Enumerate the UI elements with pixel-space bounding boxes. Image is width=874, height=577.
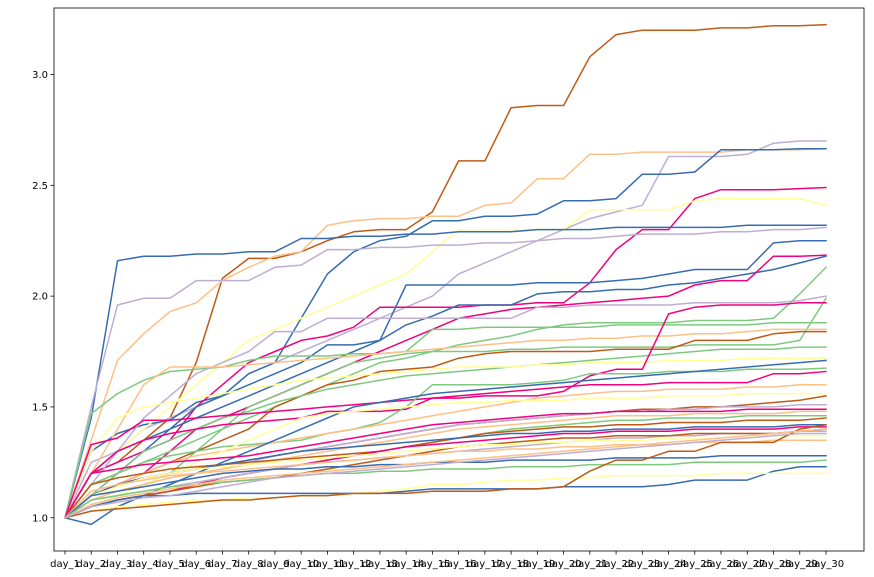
- series-line-21: [64, 370, 827, 519]
- series-line-41: [64, 472, 827, 519]
- series-line-5: [63, 186, 827, 519]
- series-line-42: [64, 423, 827, 519]
- series-line-44: [64, 432, 827, 519]
- series-line-11: [63, 254, 827, 519]
- series-line-28: [63, 408, 827, 519]
- x-tick-label: day_13: [362, 559, 398, 570]
- x-tick-label: day_30: [808, 559, 844, 570]
- series-line-7: [64, 224, 827, 519]
- x-tick-label: day_8: [234, 559, 264, 570]
- series-layer: [63, 23, 828, 526]
- series-line-36: [63, 435, 827, 519]
- x-tick-label: day_16: [441, 559, 477, 570]
- series-line-38: [63, 454, 827, 519]
- series-line-40: [64, 466, 827, 519]
- x-axis: day_1day_2day_3day_4day_5day_6day_7day_8…: [50, 551, 844, 570]
- series-line-20: [63, 302, 827, 519]
- x-tick-label: day_9: [260, 559, 290, 570]
- x-tick-label: day_4: [129, 559, 159, 570]
- series-line-6: [63, 197, 827, 519]
- y-tick-label: 1.5: [32, 402, 48, 413]
- x-tick-label: day_15: [414, 559, 450, 570]
- x-tick-label: day_28: [755, 559, 791, 570]
- series-line-10: [63, 255, 827, 519]
- y-tick-label: 2.5: [32, 181, 48, 192]
- x-tick-label: day_10: [283, 559, 319, 570]
- x-tick-label: day_3: [103, 559, 133, 570]
- x-tick-label: day_23: [624, 559, 660, 570]
- x-tick-label: day_7: [208, 559, 238, 570]
- series-line-18: [63, 346, 827, 519]
- x-tick-label: day_21: [572, 559, 608, 570]
- x-tick-label: day_18: [493, 559, 529, 570]
- series-line-25: [64, 392, 827, 519]
- y-tick-label: 1.0: [32, 513, 48, 524]
- series-line-9: [63, 239, 827, 519]
- series-line-15: [63, 295, 827, 519]
- series-line-4: [64, 147, 827, 519]
- series-line-1: [63, 23, 827, 519]
- series-line-16: [63, 328, 827, 519]
- x-tick-label: day_29: [782, 559, 818, 570]
- series-line-43: [63, 428, 827, 519]
- series-line-17: [63, 330, 827, 519]
- x-tick-label: day_27: [729, 559, 765, 570]
- x-tick-label: day_5: [155, 559, 185, 570]
- x-tick-label: day_19: [519, 559, 555, 570]
- x-tick-label: day_17: [467, 559, 503, 570]
- y-tick-label: 3.0: [32, 70, 48, 81]
- series-line-37: [63, 439, 827, 519]
- y-tick-label: 2.0: [32, 292, 48, 303]
- x-tick-label: day_2: [76, 559, 106, 570]
- y-axis: 1.0 1.5 2.0 2.5 3.0: [32, 70, 54, 524]
- x-tick-label: day_24: [650, 559, 686, 570]
- x-tick-label: day_12: [336, 559, 372, 570]
- x-tick-label: day_22: [598, 559, 634, 570]
- series-line-35: [64, 428, 827, 519]
- x-tick-label: day_11: [309, 559, 345, 570]
- series-line-3: [64, 147, 827, 519]
- x-tick-label: day_25: [677, 559, 713, 570]
- x-tick-label: day_26: [703, 559, 739, 570]
- series-line-14: [64, 297, 828, 519]
- series-line-13: [64, 321, 827, 519]
- x-tick-label: day_1: [50, 559, 80, 570]
- series-line-8: [64, 226, 827, 519]
- x-tick-label: day_14: [388, 559, 424, 570]
- x-tick-label: day_6: [181, 559, 211, 570]
- series-line-31: [63, 417, 827, 519]
- x-tick-label: day_20: [546, 559, 582, 570]
- series-line-24: [64, 359, 827, 526]
- series-line-23: [63, 384, 827, 519]
- series-line-19: [64, 357, 827, 519]
